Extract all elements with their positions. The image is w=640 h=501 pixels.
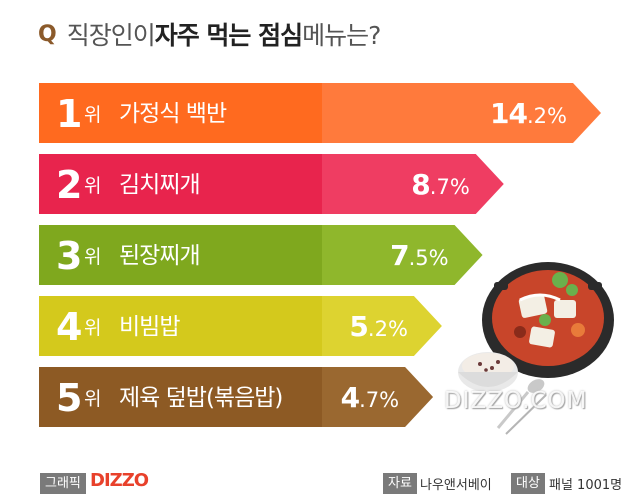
category-label: 제육 덮밥(볶음밥): [119, 385, 282, 411]
question-mark-label: Q: [38, 21, 57, 47]
bar-value: [322, 225, 483, 285]
bar-row: 5 위 제육 덮밥(볶음밥) 4.7%: [39, 367, 434, 427]
data-label: 4.7%: [341, 381, 399, 414]
target-value: 패널 1001명: [549, 478, 623, 493]
rank-number: 2: [56, 163, 80, 207]
data-label: 5.2%: [349, 310, 407, 343]
category-label: 가정식 백반: [119, 101, 227, 127]
data-label: 8.7%: [411, 168, 469, 201]
bar-row: 2 위 김치찌개 8.7%: [39, 154, 504, 214]
category-label: 된장찌개: [119, 243, 200, 269]
brand-logo: DIZZO: [90, 470, 149, 491]
rank-suffix: 위: [84, 246, 101, 268]
source-tag: 자료: [383, 473, 417, 494]
rank-suffix: 위: [84, 388, 101, 410]
rank-number: 4: [56, 305, 81, 349]
bar-label-box: [39, 154, 322, 214]
rank-suffix: 위: [84, 175, 101, 197]
bars-group: 1 위 가정식 백반 14.2%2 위 김치찌개 8.7%3 위 된장찌개 7.5%4 위 비빔밥 5.…: [39, 83, 601, 427]
watermark: DIZZO.COM: [444, 388, 588, 414]
bar-label-box: [39, 367, 322, 427]
category-label: 비빔밥: [119, 314, 180, 340]
title-part-3: 메뉴는?: [302, 21, 381, 50]
bar-label-box: [39, 225, 322, 285]
bar-value: [322, 83, 601, 143]
page-title: Q 직장인이 자주 먹는 점심 메뉴는?: [38, 14, 381, 54]
bar-value: [322, 154, 504, 214]
bar-value: [322, 367, 434, 427]
title-part-2: 자주 먹는 점심: [154, 21, 303, 50]
rank-number: 1: [56, 92, 80, 136]
rank-suffix: 위: [84, 104, 101, 126]
bar-value: [322, 296, 442, 356]
bar-label-box: [39, 296, 322, 356]
bar-label-box: [39, 83, 322, 143]
bar-row: 4 위 비빔밥 5.2%: [39, 296, 442, 356]
bar-row: 1 위 가정식 백반 14.2%: [39, 83, 601, 143]
bar-row: 3 위 된장찌개 7.5%: [39, 225, 483, 285]
graphic-tag: 그래픽: [40, 473, 86, 494]
rank-number: 5: [56, 376, 80, 420]
target-tag: 대상: [511, 473, 545, 494]
title-part-1: 직장인이: [66, 21, 156, 50]
data-label: 7.5%: [390, 239, 448, 272]
stew-bowl-illustration: [458, 262, 614, 435]
rank-number: 3: [56, 234, 80, 278]
category-label: 김치찌개: [119, 172, 200, 198]
rank-suffix: 위: [84, 317, 101, 339]
data-label: 14.2%: [490, 97, 567, 130]
source-value: 나우앤서베이: [420, 478, 492, 493]
footer: 그래픽 DIZZO 자료 나우앤서베이 대상 패널 1001명: [0, 468, 640, 501]
